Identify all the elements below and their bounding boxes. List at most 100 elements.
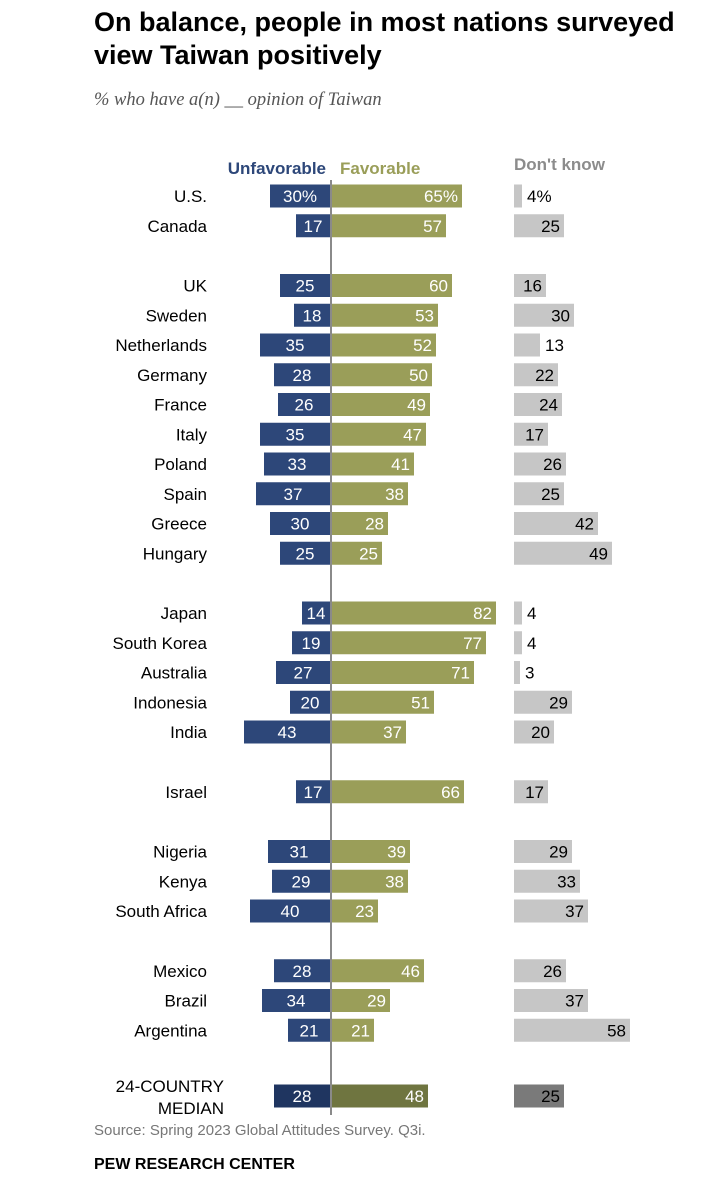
dont-know-value: 20 <box>531 723 550 742</box>
unfavorable-value: 26 <box>295 396 314 415</box>
unfavorable-value: 35 <box>286 336 305 355</box>
favorable-bar <box>332 1018 374 1042</box>
row-label: Hungary <box>143 544 208 563</box>
unfavorable-bar <box>262 989 330 1012</box>
unfavorable-value: 17 <box>304 217 323 236</box>
dont-know-bar <box>514 1018 630 1042</box>
dont-know-bar <box>514 512 598 535</box>
row-label: Argentina <box>134 1021 207 1040</box>
unfavorable-value: 29 <box>292 872 311 891</box>
unfavorable-bar <box>276 661 330 684</box>
dont-know-value: 24 <box>539 396 558 415</box>
dont-know-bar <box>514 393 562 416</box>
dont-know-bar <box>514 1084 564 1108</box>
favorable-value: 77 <box>463 634 482 653</box>
dont-know-value: 29 <box>549 843 568 862</box>
favorable-value: 49 <box>407 396 426 415</box>
row-label: MEDIAN <box>158 1099 224 1115</box>
row-label: Germany <box>137 366 207 385</box>
diverging-bar-chart: Unfavorable Favorable Don't know U.S. 30% 65%… <box>112 155 630 1115</box>
favorable-value: 23 <box>355 902 374 921</box>
dont-know-bar <box>514 541 612 565</box>
dont-know-bar <box>514 661 520 684</box>
dont-know-bar <box>514 303 574 327</box>
row-label: Poland <box>154 455 207 474</box>
row-label: Spain <box>164 485 207 504</box>
favorable-bar <box>332 274 452 297</box>
favorable-bar <box>332 720 406 744</box>
favorable-bar <box>332 661 474 684</box>
favorable-value: 38 <box>385 872 404 891</box>
dont-know-bar <box>514 214 564 238</box>
unfavorable-bar <box>268 840 330 863</box>
unfavorable-bar <box>292 631 330 655</box>
dont-know-bar <box>514 869 580 893</box>
unfavorable-value: 18 <box>303 306 322 325</box>
row-label: Sweden <box>146 306 207 325</box>
unfavorable-value: 28 <box>293 366 312 385</box>
row-label: UK <box>183 277 207 296</box>
unfavorable-value: 35 <box>286 425 305 444</box>
unfavorable-bar <box>274 363 330 387</box>
dont-know-value: 42 <box>575 515 594 534</box>
favorable-value: 29 <box>367 992 386 1011</box>
row-label: South Africa <box>115 902 207 921</box>
row-label: Japan <box>161 604 207 623</box>
unfavorable-value: 43 <box>278 723 297 742</box>
favorable-bar <box>332 840 410 863</box>
dont-know-value: 37 <box>565 992 584 1011</box>
dont-know-value: 17 <box>525 425 544 444</box>
unfavorable-bar <box>280 274 330 297</box>
row-label: Italy <box>176 425 208 444</box>
row-label: India <box>170 723 207 742</box>
unfavorable-value: 28 <box>293 1087 312 1106</box>
dont-know-bar <box>514 601 522 625</box>
dont-know-bar <box>514 959 566 983</box>
dont-know-value: 17 <box>525 783 544 802</box>
favorable-bar <box>332 214 446 238</box>
favorable-bar <box>332 303 438 327</box>
favorable-bar <box>332 780 464 804</box>
favorable-bar <box>332 452 414 476</box>
row-label: South Korea <box>112 634 207 653</box>
favorable-value: 47 <box>403 425 422 444</box>
dont-know-bar <box>514 274 546 297</box>
unfavorable-bar <box>270 184 330 208</box>
row-label: Israel <box>165 783 207 802</box>
unfavorable-bar <box>274 959 330 983</box>
favorable-bar <box>332 959 424 983</box>
unfavorable-bar <box>272 869 330 893</box>
unfavorable-value: 30% <box>283 187 317 206</box>
favorable-value: 71 <box>451 664 470 683</box>
favorable-bar <box>332 601 496 625</box>
unfavorable-value: 25 <box>296 544 315 563</box>
unfavorable-bar <box>288 1018 330 1042</box>
dont-know-value: 25 <box>541 485 560 504</box>
dont-know-bar <box>514 690 572 714</box>
row-label: Kenya <box>159 872 208 891</box>
dont-know-bar <box>514 840 572 863</box>
favorable-value: 52 <box>413 336 432 355</box>
unfavorable-bar <box>264 452 330 476</box>
favorable-value: 60 <box>429 277 448 296</box>
favorable-bar <box>332 363 432 387</box>
favorable-value: 57 <box>423 217 442 236</box>
dont-know-bar <box>514 899 588 923</box>
unfavorable-bar <box>244 720 330 744</box>
dont-know-value: 30 <box>551 306 570 325</box>
chart-title: On balance, people in most nations surve… <box>94 7 675 70</box>
unfavorable-bar <box>260 422 330 446</box>
dont-know-bar <box>514 422 548 446</box>
row-label: France <box>154 396 207 415</box>
favorable-bar <box>332 393 430 416</box>
row-label: Greece <box>151 515 207 534</box>
favorable-bar <box>332 869 408 893</box>
legend-favorable: Favorable <box>340 159 420 178</box>
favorable-bar <box>332 333 436 357</box>
unfavorable-value: 27 <box>294 664 313 683</box>
unfavorable-bar <box>256 482 330 506</box>
unfavorable-value: 31 <box>290 843 309 862</box>
dont-know-bar <box>514 363 558 387</box>
dont-know-value: 4 <box>527 634 536 653</box>
dont-know-value: 25 <box>541 217 560 236</box>
